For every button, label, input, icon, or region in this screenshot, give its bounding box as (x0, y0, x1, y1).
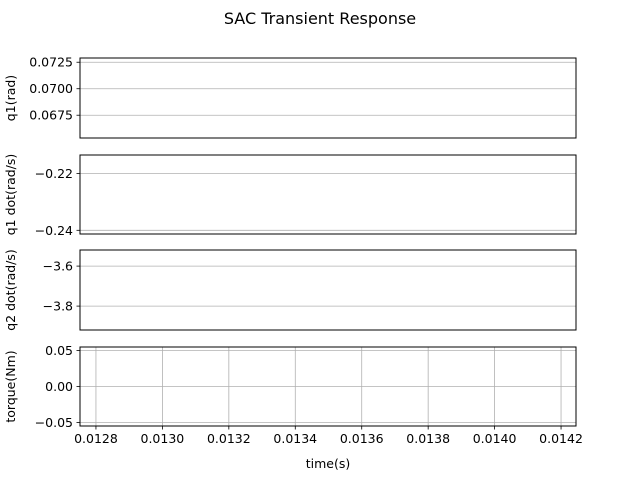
subplot-1-y-axis-label: q1(rad) (3, 75, 18, 121)
subplot-2-frame (79, 154, 577, 235)
subplot-4: −0.05 0.00 0.05 torque(Nm) 0.0128 0.0130 0.013… (3, 343, 583, 446)
subplot-1-y-tick-label-3: 0.0725 (29, 55, 73, 70)
subplot-4-y-tick-label-1: −0.05 (35, 415, 73, 430)
x-tick-label-7: 0.0140 (473, 431, 517, 446)
subplot-2-y-axis-label: q1 dot(rad/s) (3, 154, 18, 236)
subplots: 0.0675 0.0700 0.0725 q1(rad) −0.24 −0.22 q1 do… (3, 55, 583, 446)
subplot-3-y-tick-label-1: −3.8 (43, 299, 73, 314)
subplot-2-y-tick-label-2: −0.22 (35, 166, 73, 181)
subplot-3-y-tick-label-2: −3.6 (43, 259, 73, 274)
subplot-1-y-tick-label-1: 0.0675 (29, 108, 73, 123)
x-tick-label-4: 0.0134 (273, 431, 317, 446)
subplot-1-y-tick-label-2: 0.0700 (29, 81, 73, 96)
x-tick-label-3: 0.0132 (207, 431, 251, 446)
subplot-4-y-tick-label-2: 0.00 (45, 379, 73, 394)
subplot-3-y-axis-label: q2 dot(rad/s) (3, 249, 18, 331)
x-tick-label-6: 0.0138 (406, 431, 450, 446)
subplot-1-frame (79, 57, 577, 139)
chart-title: SAC Transient Response (224, 9, 416, 28)
subplot-3-frame (79, 249, 577, 331)
x-tick-label-8: 0.0142 (539, 431, 583, 446)
subplot-4-frame (79, 346, 577, 427)
subplot-3: −3.8 −3.6 q2 dot(rad/s) (3, 249, 577, 331)
x-tick-label-1: 0.0128 (74, 431, 118, 446)
subplot-1: 0.0675 0.0700 0.0725 q1(rad) (3, 55, 577, 139)
subplot-4-y-axis-label: torque(Nm) (3, 350, 18, 422)
subplot-2: −0.24 −0.22 q1 dot(rad/s) (3, 154, 577, 238)
subplot-2-y-tick-label-1: −0.24 (35, 223, 73, 238)
x-axis-label: time(s) (306, 456, 351, 471)
x-tick-label-5: 0.0136 (340, 431, 384, 446)
x-tick-label-2: 0.0130 (141, 431, 185, 446)
subplot-4-y-tick-label-3: 0.05 (45, 343, 73, 358)
